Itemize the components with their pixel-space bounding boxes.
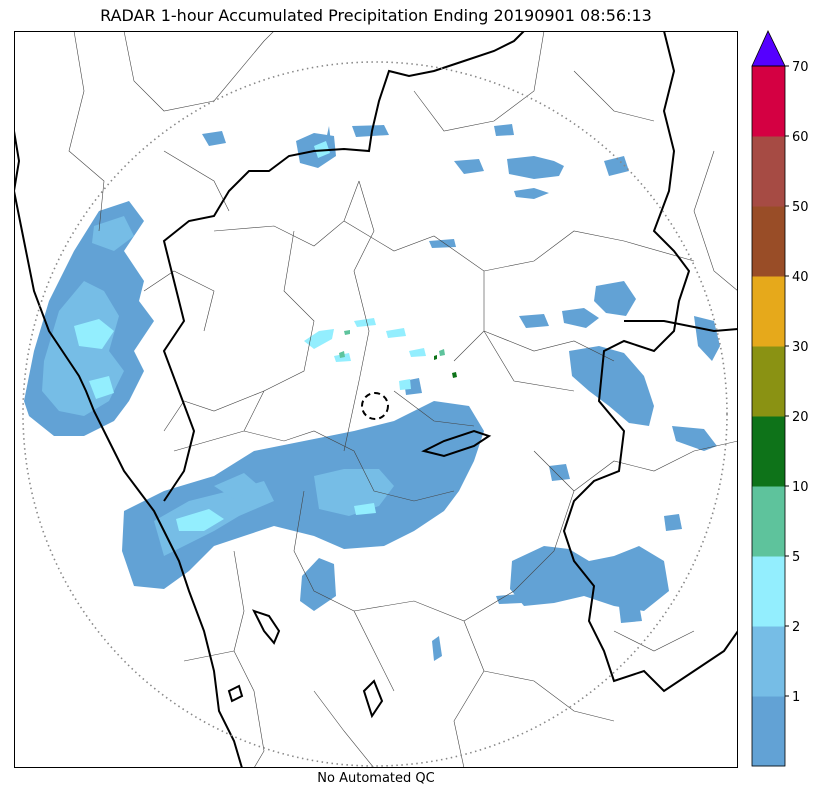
colorbar-band [752,136,785,207]
precip-layer-green [339,330,445,358]
radar-range-ring [22,61,728,767]
colorbar-label: 2 [792,620,800,635]
colorbar-band [752,696,785,767]
colorbar-label: 20 [792,410,809,425]
precip-layer-darkgreen [434,355,457,378]
colorbar-band [752,276,785,347]
colorbar-band [752,416,785,487]
colorbar-band [752,486,785,557]
colorbar-overflow-arrow [751,30,786,67]
district-boundaries [68,31,738,768]
colorbar-label: 60 [792,130,809,145]
colorbar-band [752,626,785,697]
colorbar-band [752,66,785,137]
map-frame [14,31,738,768]
colorbar-label: 40 [792,270,809,285]
state-boundaries [14,31,738,768]
colorbar-band [752,346,785,417]
colorbar: 1 2 5 10 20 30 40 50 60 70 [751,30,809,767]
map-title: RADAR 1-hour Accumulated Precipitation E… [100,6,652,25]
colorbar-label: 30 [792,340,809,355]
colorbar-band [752,556,785,627]
radar-site-marker [361,392,389,420]
colorbar-label: 5 [792,550,800,565]
precip-layer-cyan [74,141,426,531]
colorbar-band [752,206,785,277]
qc-note: No Automated QC [317,771,435,786]
colorbar-label: 50 [792,200,809,215]
radar-map[interactable] [14,31,738,768]
colorbar-label: 1 [792,690,800,705]
colorbar-label: 10 [792,480,809,495]
colorbar-label: 70 [792,60,809,75]
